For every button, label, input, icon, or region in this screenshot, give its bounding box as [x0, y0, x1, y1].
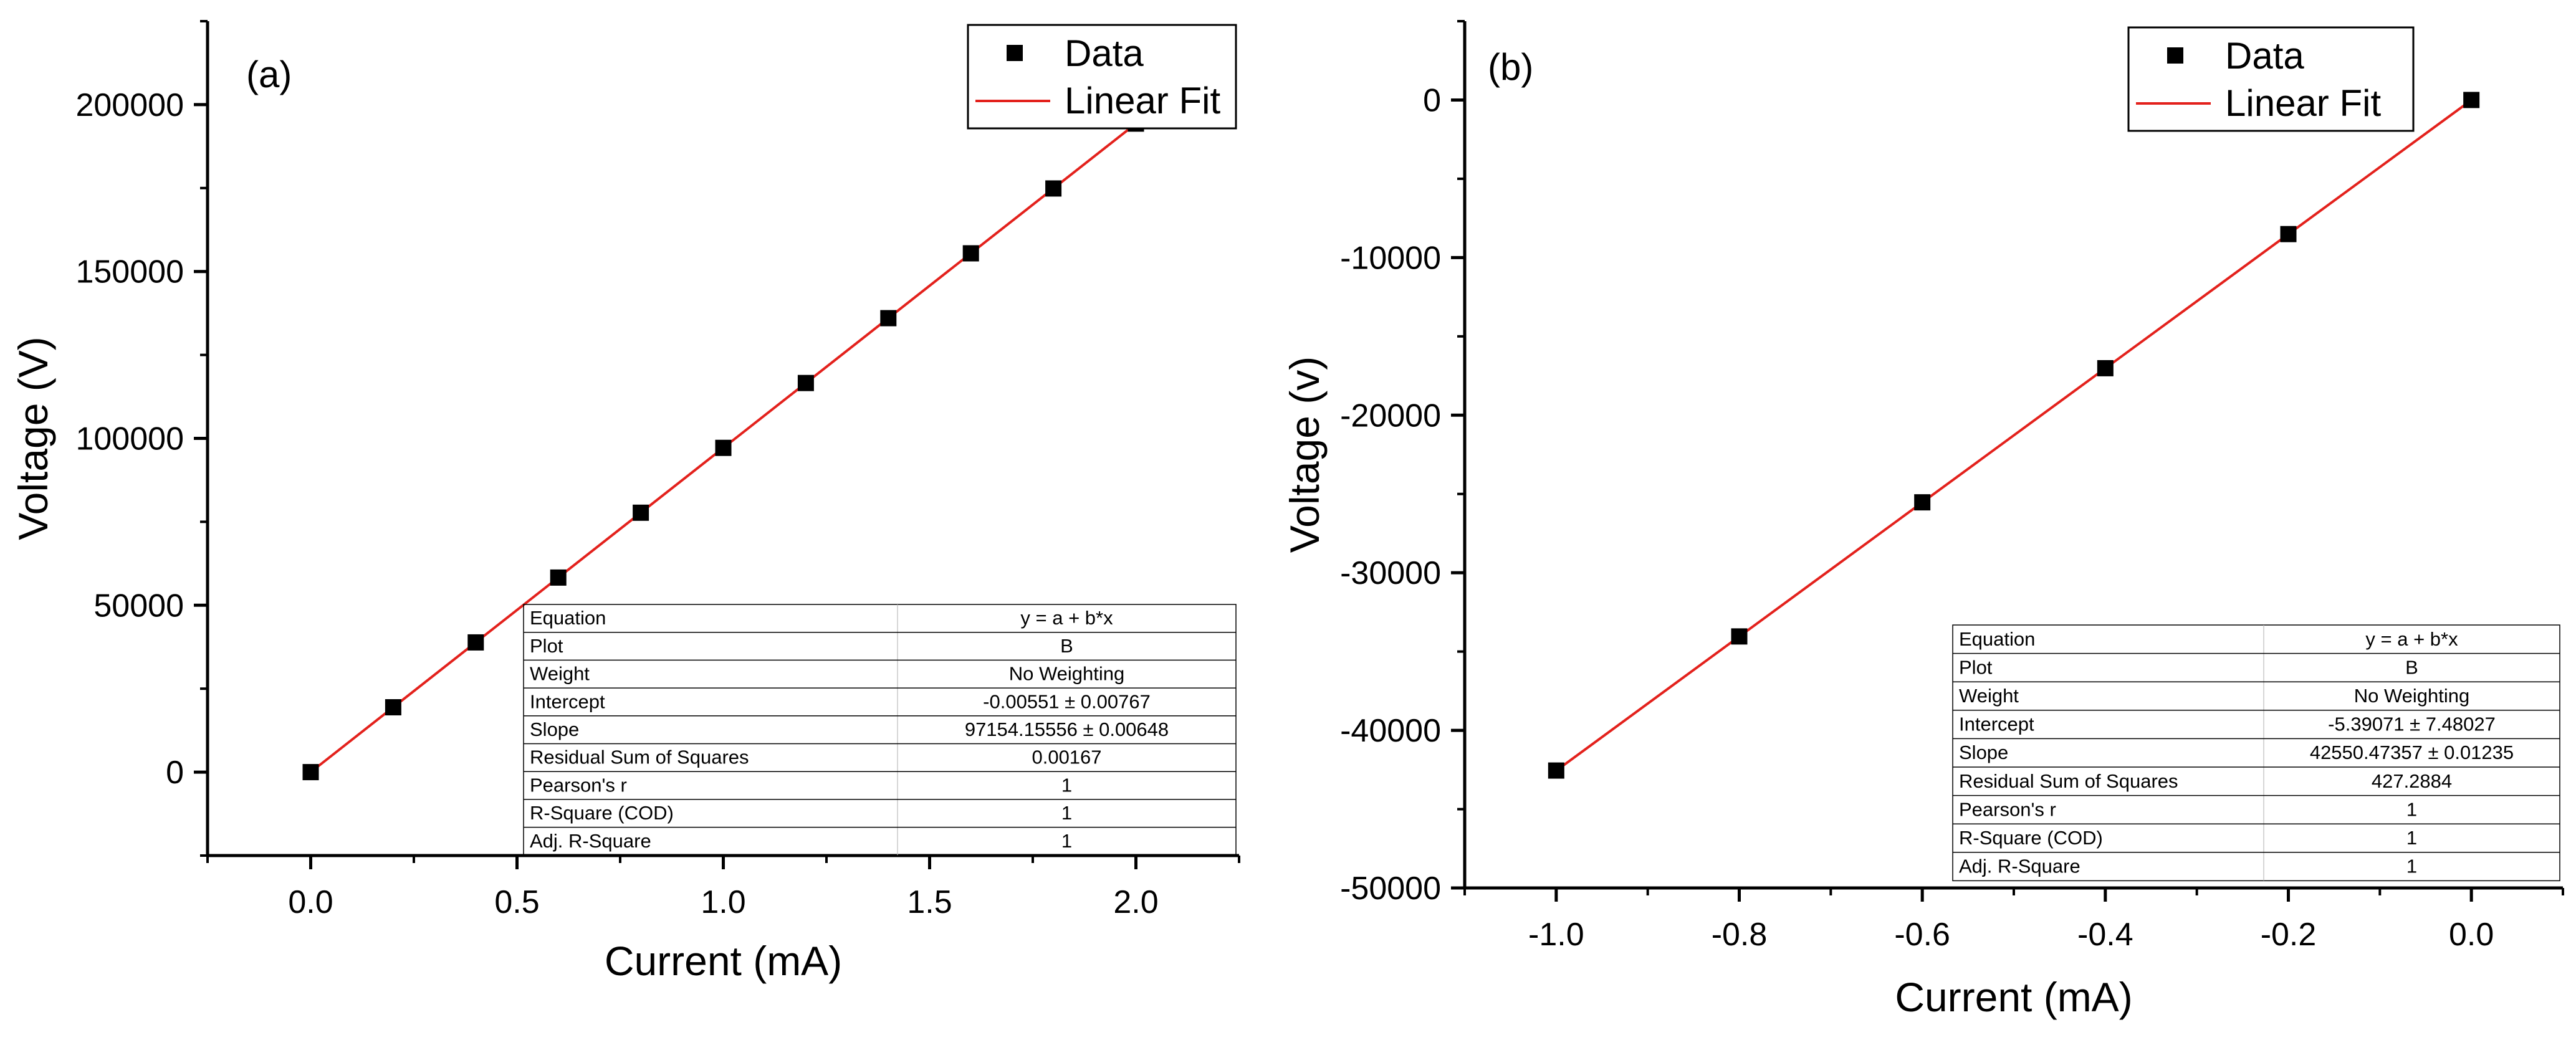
x-tick-label: -1.0 — [1528, 917, 1584, 953]
y-axis-title: Voltage (V) — [10, 336, 56, 540]
x-tick-label: -0.4 — [2077, 917, 2133, 953]
x-tick-label: 0.0 — [2449, 917, 2494, 953]
y-tick-label: 0 — [1423, 82, 1441, 118]
legend-fit-label: Linear Fit — [2225, 82, 2381, 124]
y-tick-label: 100000 — [75, 421, 184, 457]
fit-table-value: 1 — [2406, 798, 2417, 820]
data-point — [467, 634, 484, 651]
fit-table-value: -5.39071 ± 7.48027 — [2328, 713, 2496, 735]
data-point — [1914, 494, 1931, 511]
fit-table-value: 427.2884 — [2372, 770, 2452, 792]
linear-fit-line — [1555, 98, 2473, 772]
y-tick-label: 0 — [166, 755, 184, 791]
fit-table-value: B — [2405, 656, 2418, 678]
fit-table-param: Adj. R-Square — [530, 830, 651, 852]
data-point — [1045, 180, 1062, 197]
x-tick-label: -0.6 — [1894, 917, 1950, 953]
fit-table-param: Residual Sum of Squares — [530, 747, 749, 768]
fit-table-param: Residual Sum of Squares — [1959, 770, 2178, 792]
fit-table-value: No Weighting — [1009, 663, 1125, 685]
fit-table — [523, 604, 1237, 856]
data-point — [797, 374, 814, 391]
legend-data-symbol — [2167, 47, 2183, 64]
data-point — [1548, 762, 1564, 779]
y-tick-label: -40000 — [1340, 713, 1441, 749]
x-tick-label: -0.2 — [2261, 917, 2317, 953]
x-axis-title: Current (mA) — [1895, 974, 2132, 1020]
data-point — [1731, 628, 1748, 645]
fit-table-param: Adj. R-Square — [1959, 856, 2080, 877]
y-tick-label: -20000 — [1340, 398, 1441, 434]
fit-table-param: Slope — [530, 718, 579, 740]
legend-data-symbol — [1007, 45, 1023, 61]
y-tick-label: 50000 — [93, 588, 184, 624]
fit-table-param: Intercept — [530, 690, 605, 712]
fit-table-param: Intercept — [1959, 713, 2034, 735]
fit-table-param: Pearson's r — [530, 774, 627, 796]
fit-table-value: 1 — [1061, 802, 1072, 824]
fit-table-value: 42550.47357 ± 0.01235 — [2310, 742, 2514, 763]
x-tick-label: -0.8 — [1712, 917, 1768, 953]
fit-table-value: No Weighting — [2354, 685, 2470, 707]
fit-table-value: -0.00551 ± 0.00767 — [983, 690, 1151, 712]
data-point — [715, 439, 732, 456]
fit-table-param: Weight — [530, 663, 590, 685]
fit-table-param: Equation — [530, 607, 606, 629]
x-tick-label: 2.0 — [1113, 884, 1158, 920]
data-point — [550, 569, 567, 586]
legend-data-label: Data — [1065, 32, 1144, 74]
fit-table-param: Pearson's r — [1959, 798, 2056, 820]
legend-box — [2127, 26, 2415, 132]
data-point — [633, 504, 649, 521]
chart-panel-a: 0.0 0.5 1.0 1.5 2.0 0 50000 100000 150000 200000 C… — [10, 20, 1240, 984]
data-point — [2463, 92, 2480, 108]
y-tick-label: 150000 — [75, 254, 184, 290]
data-point — [962, 245, 979, 262]
fit-table-param: R-Square (COD) — [530, 802, 674, 824]
panel-label: (b) — [1488, 46, 1533, 88]
y-tick-label: -10000 — [1340, 240, 1441, 276]
legend-fit-label: Linear Fit — [1065, 80, 1220, 122]
fit-table-param: Plot — [1959, 656, 1993, 678]
fit-table-param: Weight — [1959, 685, 2019, 707]
fit-table-value: y = a + b*x — [1020, 607, 1113, 629]
x-tick-label: 0.5 — [494, 884, 539, 920]
y-axis-title: Voltage (v) — [1281, 356, 1328, 553]
data-point — [2280, 226, 2297, 242]
fit-table-value: 97154.15556 ± 0.00648 — [965, 718, 1169, 740]
fit-table-value: 1 — [1061, 830, 1072, 852]
fit-table-value: B — [1060, 635, 1073, 657]
x-tick-label: 1.0 — [701, 884, 745, 920]
y-tick-label: -30000 — [1340, 555, 1441, 591]
fit-table — [1952, 624, 2560, 882]
fit-table-param: Plot — [530, 635, 563, 657]
fit-table-value: y = a + b*x — [2365, 628, 2458, 650]
x-axis-title: Current (mA) — [605, 938, 842, 984]
fit-table-value: 1 — [1061, 774, 1072, 796]
fit-table-value: 1 — [2406, 856, 2417, 877]
data-point — [880, 310, 897, 327]
legend-data-label: Data — [2225, 35, 2304, 77]
chart-panel-b: -1.0 -0.8 -0.6 -0.4 -0.2 0.0 -50000 -40000 -3000… — [1281, 20, 2564, 1020]
fit-table-param: Slope — [1959, 742, 2008, 763]
data-point — [385, 699, 401, 716]
fit-table-value: 1 — [2406, 827, 2417, 849]
y-tick-label: -50000 — [1340, 871, 1441, 907]
x-tick-label: 0.0 — [288, 884, 333, 920]
fit-table-param: Equation — [1959, 628, 2035, 650]
fit-table-param: R-Square (COD) — [1959, 827, 2103, 849]
data-point — [302, 764, 319, 781]
legend-box — [967, 24, 1237, 130]
y-tick-label: 200000 — [75, 87, 184, 123]
fit-table-value: 0.00167 — [1032, 747, 1101, 768]
data-point — [2097, 360, 2114, 376]
x-tick-label: 1.5 — [907, 884, 952, 920]
panel-label: (a) — [246, 54, 292, 95]
